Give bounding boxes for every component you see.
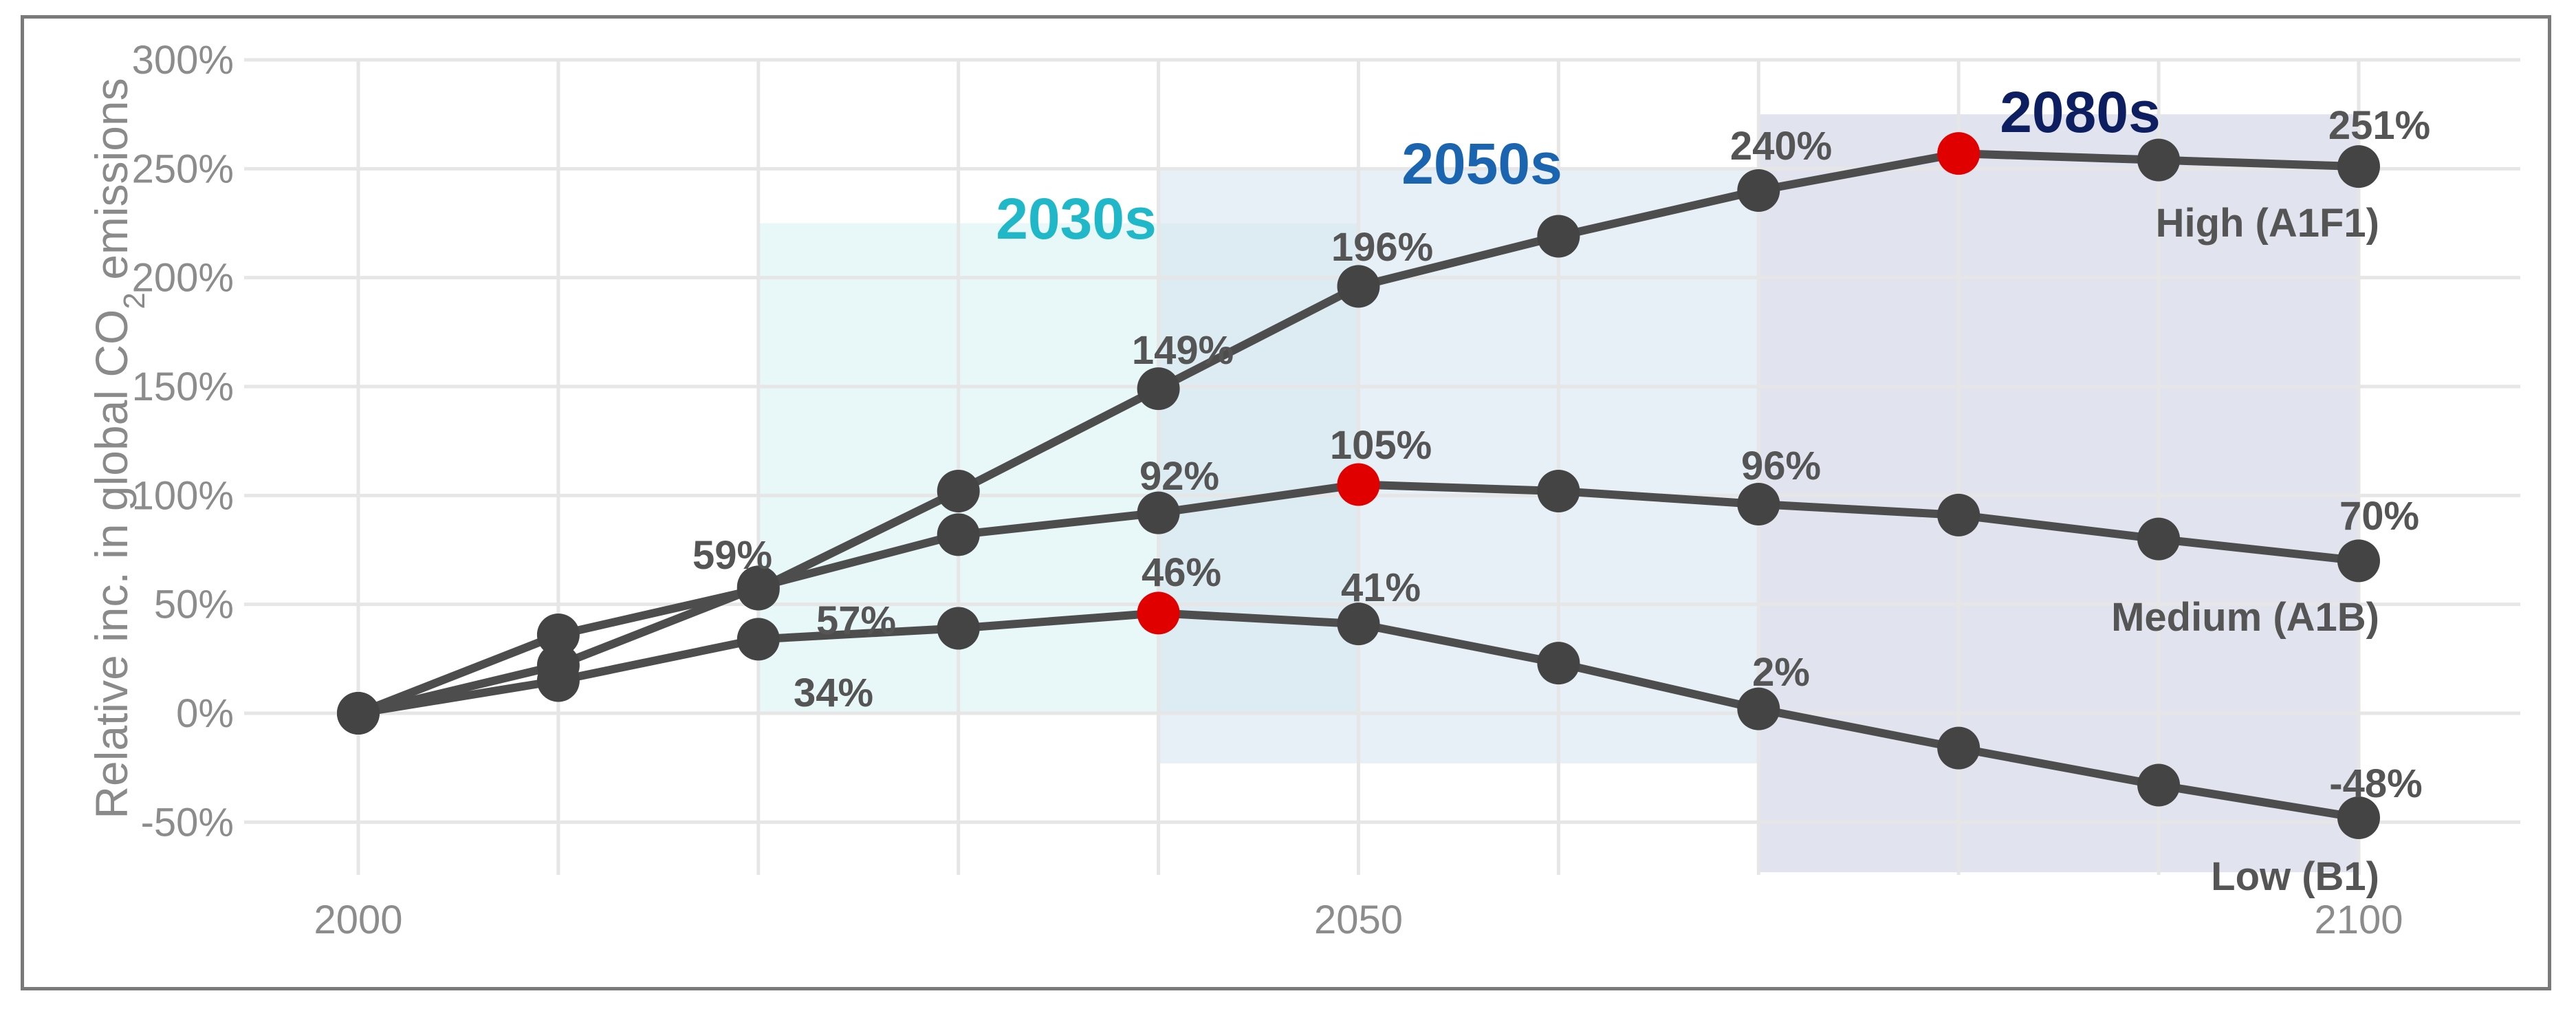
y-tick-label: 150%	[132, 365, 234, 409]
period-label-2050s: 2050s	[1401, 131, 1562, 196]
x-tick-label: 2100	[2314, 898, 2403, 942]
data-point	[937, 607, 980, 650]
highlight-point	[1137, 592, 1180, 635]
data-point	[2137, 517, 2181, 561]
y-tick-label: 250%	[132, 147, 234, 191]
data-point	[1137, 491, 1180, 534]
chart-frame: 2030s 2050s 2080s 149% 196% 240% 251% 59% 92% 105…	[21, 15, 2551, 990]
period-band-2050s	[1158, 169, 1759, 763]
data-label: 2%	[1752, 650, 1810, 695]
y-tick-label: -50%	[141, 800, 234, 845]
highlight-point	[1937, 132, 1980, 175]
highlight-point	[1337, 463, 1380, 506]
x-tick-label: 2000	[314, 898, 402, 942]
data-point	[2137, 763, 2181, 807]
data-point	[1537, 470, 1580, 512]
data-label: 240%	[1730, 124, 1832, 169]
series-name-label: High (A1F1)	[2156, 201, 2379, 246]
series-name-label: Low (B1)	[2211, 854, 2379, 899]
data-point	[1537, 215, 1580, 258]
data-point	[1937, 493, 1980, 536]
data-label: 57%	[816, 598, 896, 643]
data-point	[1337, 265, 1380, 308]
data-point	[736, 565, 780, 609]
data-point	[2337, 796, 2380, 839]
data-point	[937, 470, 980, 512]
data-label: 251%	[2328, 103, 2430, 148]
data-label: 34%	[794, 671, 873, 715]
y-tick-label: 50%	[154, 583, 234, 627]
y-tick-label: 200%	[132, 256, 234, 301]
period-label-2030s: 2030s	[996, 186, 1157, 251]
data-point	[1337, 603, 1380, 646]
data-label: -48%	[2329, 761, 2422, 806]
data-point	[1137, 367, 1180, 411]
data-point	[536, 659, 580, 702]
period-band-2080s	[1758, 114, 2359, 873]
data-point	[2137, 138, 2181, 182]
data-point	[1537, 642, 1580, 685]
y-axis-label: Relative inc. in global CO2 emissions	[86, 78, 151, 818]
co2-emissions-chart: 2030s 2050s 2080s 149% 196% 240% 251% 59% 92% 105…	[86, 38, 2520, 942]
data-point	[1737, 169, 1780, 212]
data-label: 196%	[1331, 225, 1433, 270]
data-label: 105%	[1330, 423, 1432, 468]
data-point	[937, 513, 980, 556]
data-label: 46%	[1142, 550, 1221, 595]
series-name-label: Medium (A1B)	[2111, 595, 2379, 640]
period-label-2080s: 2080s	[2000, 80, 2161, 144]
data-label: 149%	[1132, 328, 1234, 373]
data-point	[1737, 687, 1780, 730]
data-label: 41%	[1341, 565, 1421, 610]
x-tick-label: 2050	[1314, 898, 1403, 942]
data-point	[1737, 483, 1780, 525]
data-point	[2337, 145, 2380, 188]
data-point	[2337, 539, 2380, 583]
data-point	[536, 614, 580, 656]
data-label: 59%	[692, 533, 772, 578]
data-label: 92%	[1139, 454, 1219, 499]
y-tick-label: 300%	[132, 38, 234, 83]
y-tick-label: 100%	[132, 473, 234, 518]
data-point	[1937, 726, 1980, 770]
data-point	[337, 692, 380, 735]
data-label: 70%	[2339, 494, 2419, 539]
data-label: 96%	[1741, 444, 1821, 488]
y-tick-label: 0%	[176, 691, 234, 736]
data-point	[736, 618, 780, 661]
